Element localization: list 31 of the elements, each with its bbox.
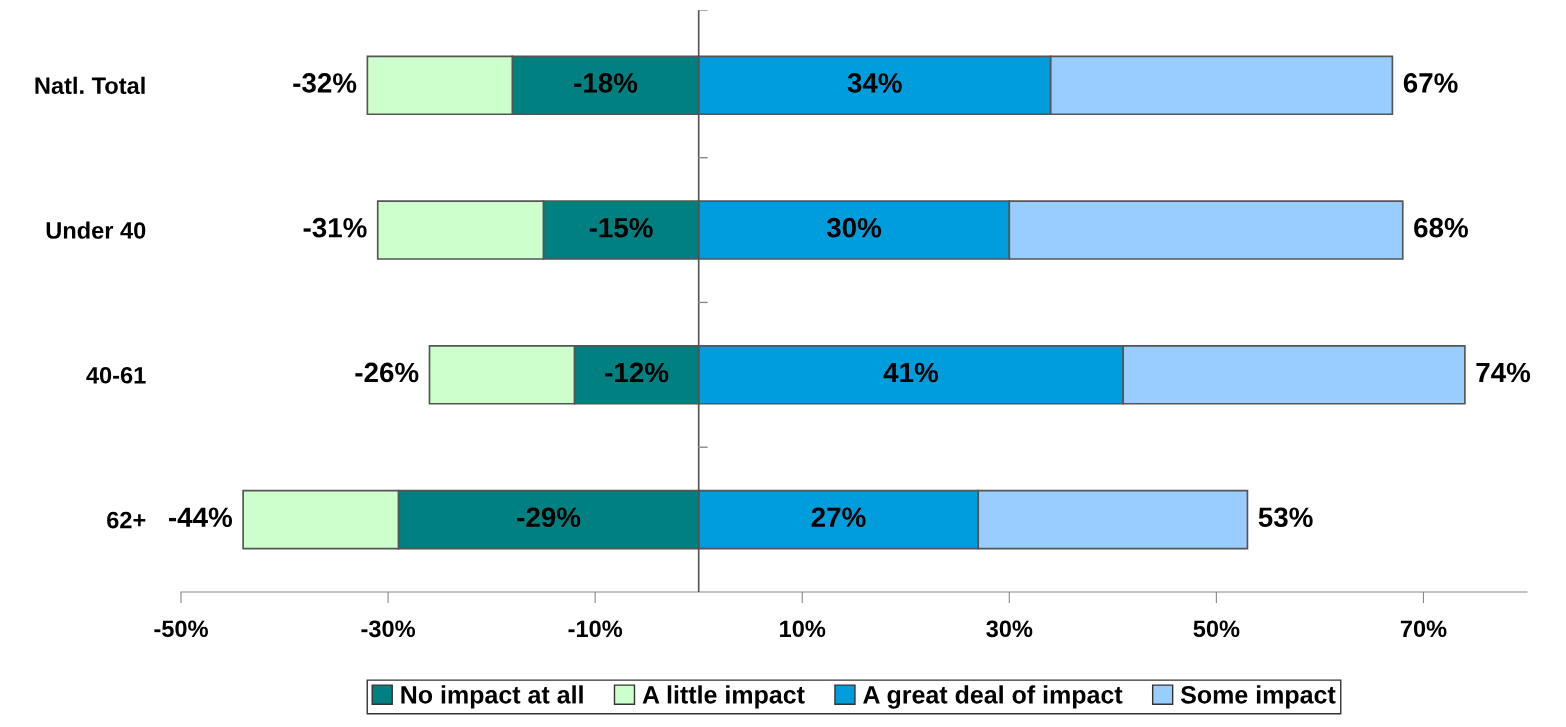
x-tick-label: 30%: [986, 620, 1033, 638]
annotation: 53%: [1258, 507, 1313, 528]
data-label: -15%: [589, 217, 653, 238]
legend-label: Some impact: [1180, 685, 1336, 709]
data-label: -18%: [574, 73, 638, 93]
data-label: 27%: [811, 507, 866, 528]
x-tick-label: -10%: [568, 620, 623, 638]
data-label: 41%: [883, 362, 939, 383]
annotation: 68%: [1414, 217, 1468, 238]
y-tick-label: Under 40: [46, 221, 146, 239]
data-label: -29%: [517, 507, 581, 528]
data-label: -12%: [605, 362, 669, 383]
y-tick-label: 40-61: [86, 366, 146, 384]
x-tick-label: -30%: [361, 620, 416, 638]
legend-label: No impact at all: [401, 685, 583, 709]
annotation: -31%: [303, 217, 367, 238]
y-tick-label: 62+: [107, 511, 146, 529]
x-tick-label: 10%: [780, 620, 826, 638]
x-tick-label: 70%: [1400, 620, 1447, 638]
x-tick-label: -50%: [154, 620, 208, 638]
annotation: 74%: [1476, 362, 1531, 383]
legend-label: A little impact: [642, 685, 805, 709]
annotation: -44%: [169, 507, 233, 528]
x-tick-label: 50%: [1193, 620, 1240, 638]
annotation: 67%: [1403, 73, 1458, 93]
annotation: -26%: [355, 362, 419, 383]
y-tick-label: Natl. Total: [35, 76, 145, 95]
data-label: 34%: [847, 73, 902, 93]
data-label: 30%: [826, 217, 882, 238]
legend-label: A great deal of impact: [863, 685, 1123, 709]
annotation: -32%: [293, 73, 357, 93]
